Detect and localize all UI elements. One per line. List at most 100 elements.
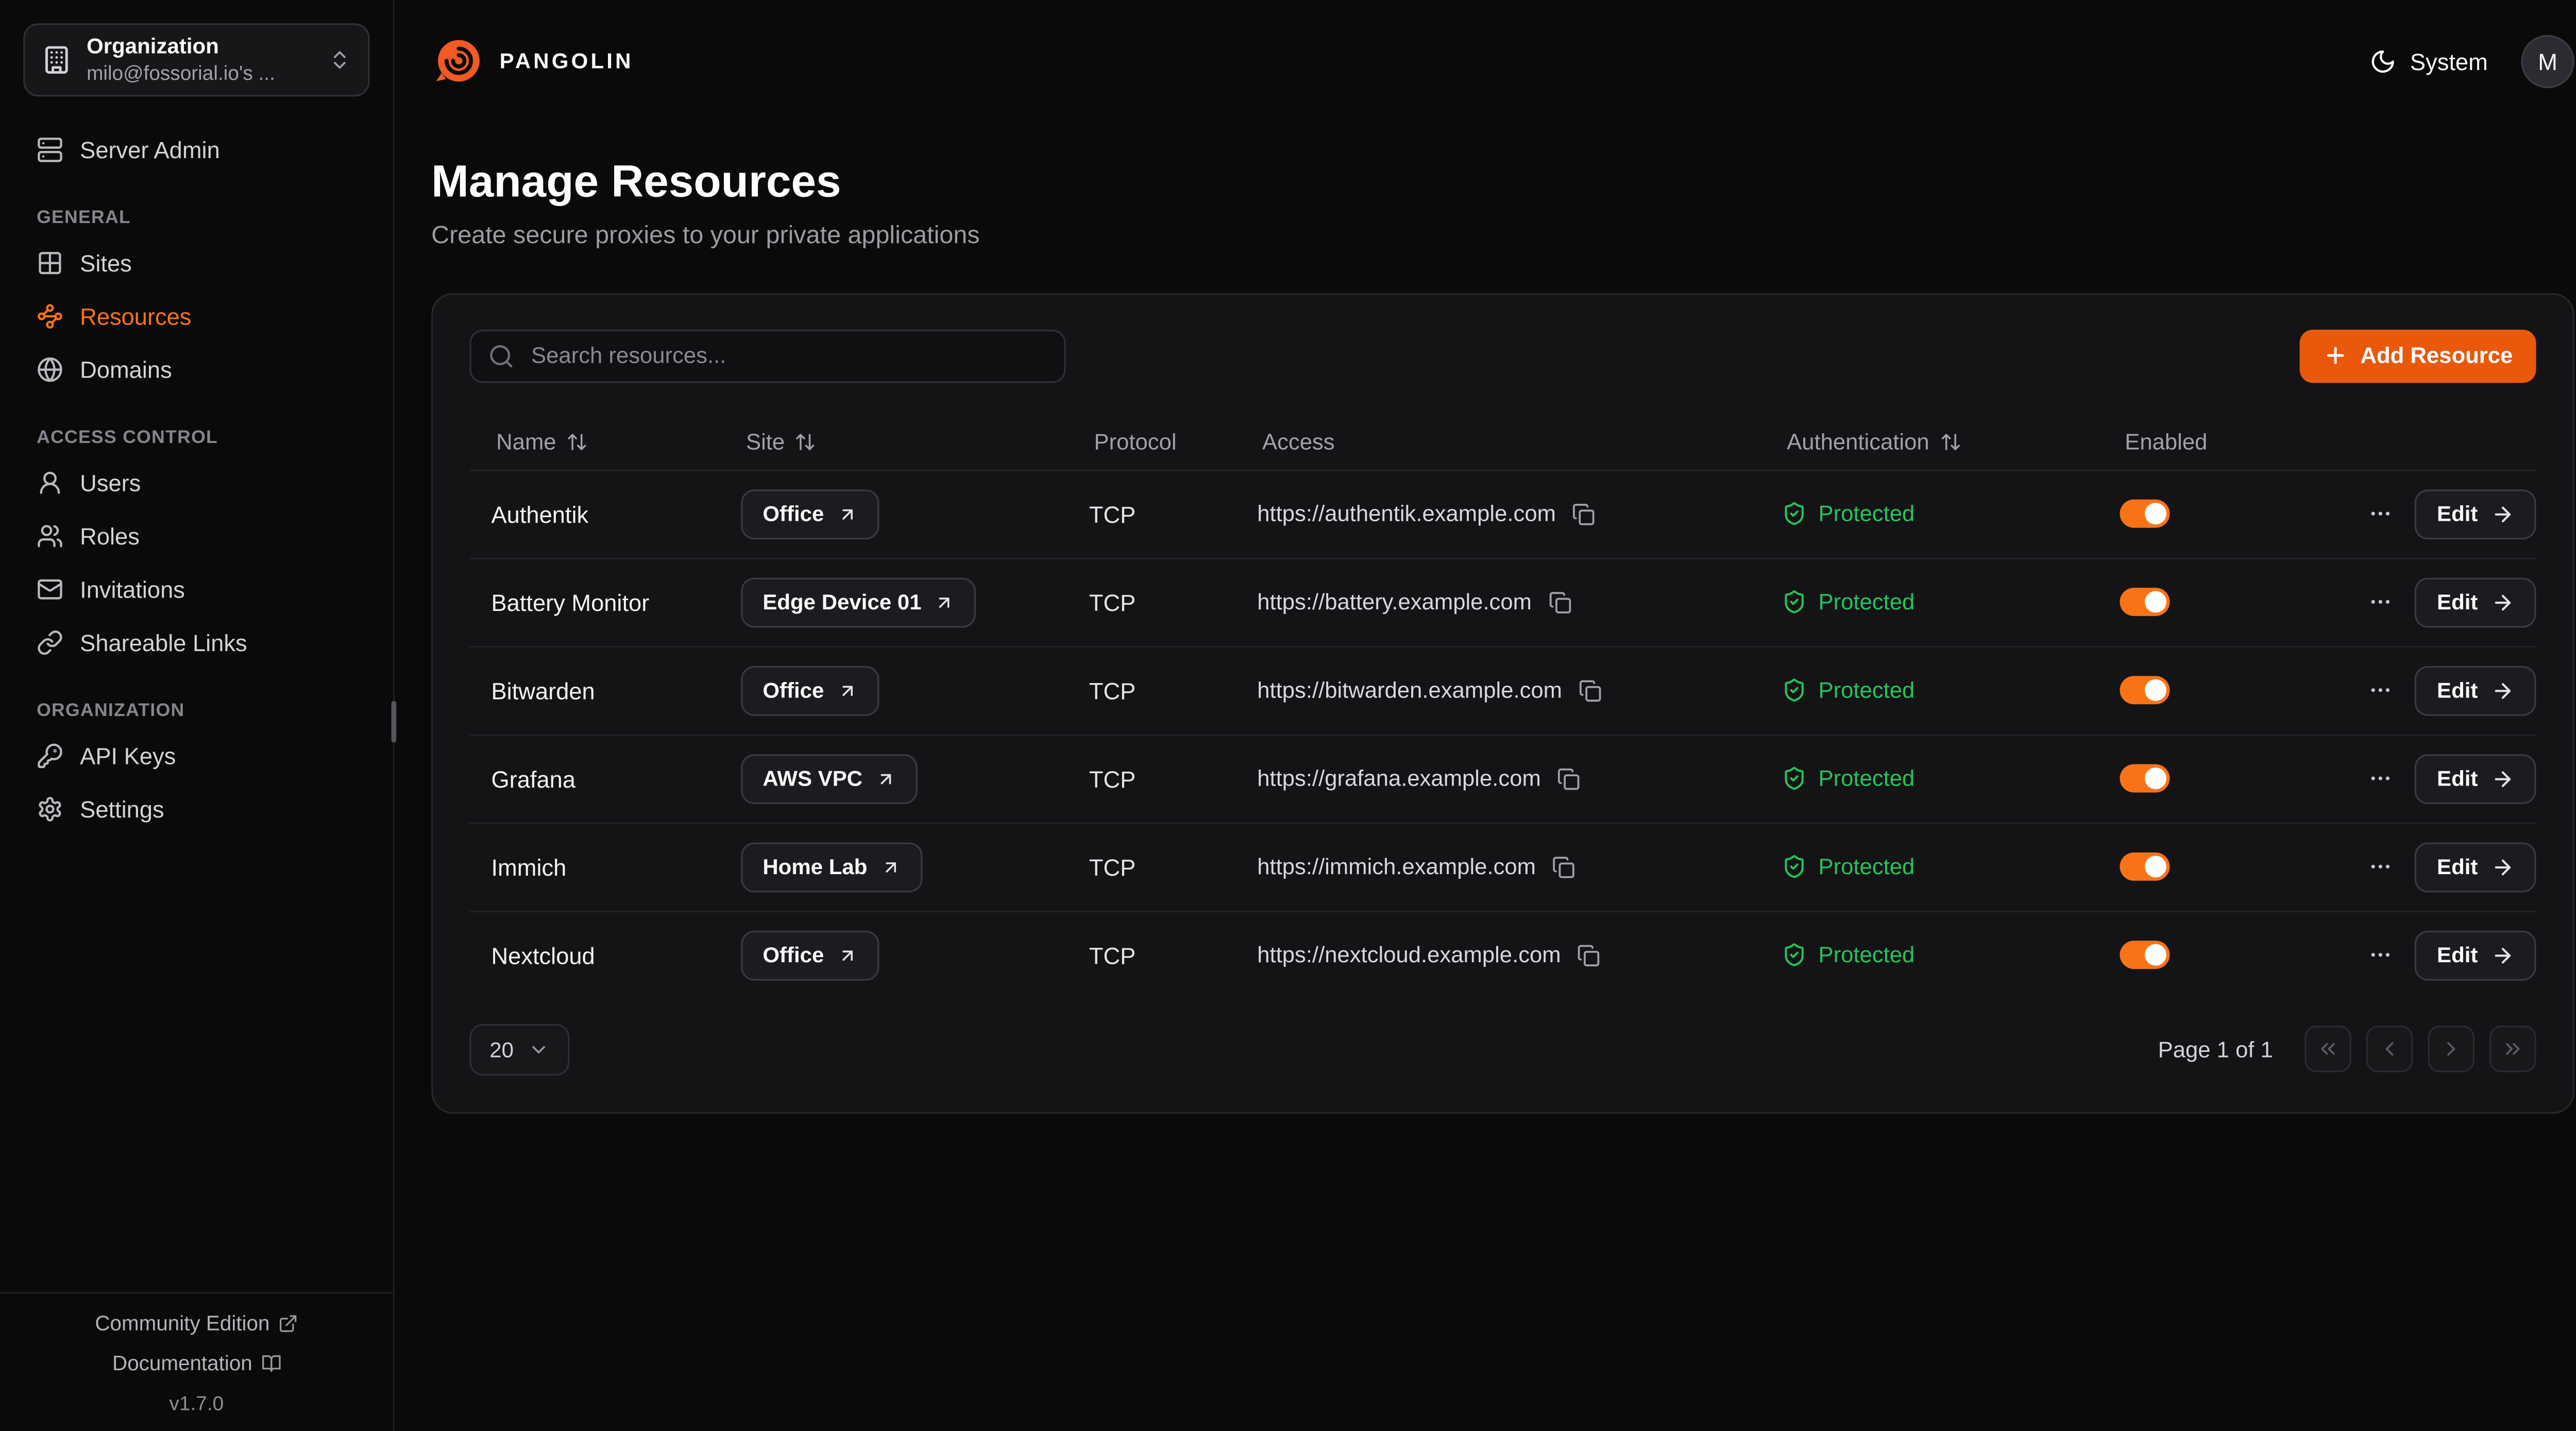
arrow-right-icon: [2491, 502, 2514, 525]
auth-badge: Protected: [1760, 678, 2098, 703]
sidebar-resize-handle[interactable]: [391, 701, 397, 743]
site-link-button[interactable]: Edge Device 01: [741, 577, 977, 627]
site-name: Home Lab: [762, 854, 868, 880]
toggle-knob: [2145, 503, 2167, 525]
more-actions-button[interactable]: [2362, 590, 2399, 615]
globe-icon: [37, 356, 63, 383]
sidebar-item-roles[interactable]: Roles: [23, 509, 369, 563]
site-name: Office: [762, 501, 824, 526]
more-actions-button[interactable]: [2362, 678, 2399, 703]
sidebar-item-server-admin[interactable]: Server Admin: [23, 123, 369, 176]
copy-icon[interactable]: [1579, 679, 1602, 702]
column-header-enabled: Enabled: [2098, 430, 2332, 454]
site-link-button[interactable]: AWS VPC: [741, 754, 918, 804]
auth-status: Protected: [1818, 854, 1915, 880]
chevron-right-icon: [2439, 1037, 2463, 1061]
community-edition-link[interactable]: Community Edition: [95, 1311, 298, 1335]
sidebar-item-label: Sites: [80, 249, 132, 277]
previous-page-button[interactable]: [2366, 1026, 2413, 1073]
users-icon: [37, 523, 63, 550]
resources-icon: [37, 303, 63, 330]
sort-header-site[interactable]: Site: [746, 430, 817, 455]
sidebar-item-users[interactable]: Users: [23, 456, 369, 509]
resource-name: Grafana: [491, 765, 576, 792]
copy-icon[interactable]: [1578, 944, 1601, 967]
auth-badge: Protected: [1760, 855, 2098, 879]
book-icon: [261, 1353, 281, 1373]
search-input[interactable]: [528, 342, 1048, 370]
more-actions-button[interactable]: [2362, 501, 2399, 526]
copy-icon[interactable]: [1557, 767, 1581, 790]
edit-button[interactable]: Edit: [2415, 489, 2536, 539]
copy-icon[interactable]: [1548, 590, 1571, 614]
more-actions-button[interactable]: [2362, 766, 2399, 791]
column-label: Name: [496, 430, 556, 455]
add-resource-button[interactable]: Add Resource: [2300, 329, 2536, 383]
gear-icon: [37, 796, 63, 823]
sort-header-name[interactable]: Name: [496, 430, 588, 455]
edit-button[interactable]: Edit: [2415, 930, 2536, 980]
edit-button[interactable]: Edit: [2415, 754, 2536, 804]
edit-label: Edit: [2437, 589, 2478, 615]
server-icon: [37, 137, 63, 163]
enabled-toggle[interactable]: [2120, 588, 2170, 617]
brand-name: PANGOLIN: [499, 48, 634, 74]
edit-button[interactable]: Edit: [2415, 665, 2536, 716]
site-link-button[interactable]: Home Lab: [741, 842, 923, 892]
site-link-button[interactable]: Office: [741, 665, 879, 716]
moon-icon: [2370, 47, 2397, 74]
sidebar-item-domains[interactable]: Domains: [23, 343, 369, 396]
documentation-link[interactable]: Documentation: [112, 1351, 281, 1374]
sidebar-item-settings[interactable]: Settings: [23, 782, 369, 836]
site-link-button[interactable]: Office: [741, 930, 879, 980]
sidebar-item-invitations[interactable]: Invitations: [23, 563, 369, 616]
page-size-select[interactable]: 20: [469, 1023, 570, 1075]
table-row: Authentik Office TCP https://authentik.e…: [469, 469, 2536, 557]
sort-header-authentication[interactable]: Authentication: [1787, 430, 1961, 455]
page-info: Page 1 of 1: [2158, 1036, 2273, 1062]
shield-check-icon: [1782, 855, 1806, 879]
sidebar-item-resources[interactable]: Resources: [23, 289, 369, 343]
external-link-icon: [278, 1313, 298, 1333]
section-label-organization: ORGANIZATION: [37, 701, 185, 721]
sort-icon: [795, 432, 817, 453]
copy-icon[interactable]: [1552, 855, 1575, 878]
site-link-button[interactable]: Office: [741, 489, 879, 539]
organization-picker[interactable]: Organization milo@fossorial.io's ...: [23, 23, 370, 97]
resource-name: Authentik: [491, 500, 589, 527]
theme-selector-button[interactable]: System: [2370, 47, 2488, 74]
table-header: Name Site Protocol Access: [469, 416, 2536, 469]
enabled-toggle[interactable]: [2120, 500, 2170, 529]
edit-label: Edit: [2437, 854, 2478, 880]
chevrons-left-icon: [2316, 1037, 2340, 1061]
shield-check-icon: [1782, 678, 1806, 703]
plus-icon: [2324, 343, 2348, 368]
last-page-button[interactable]: [2489, 1026, 2536, 1073]
next-page-button[interactable]: [2428, 1026, 2475, 1073]
sidebar-item-sites[interactable]: Sites: [23, 236, 369, 289]
building-icon: [42, 45, 72, 75]
edit-button[interactable]: Edit: [2415, 577, 2536, 627]
copy-icon[interactable]: [1572, 502, 1596, 525]
avatar[interactable]: M: [2521, 34, 2574, 88]
ellipsis-icon: [2368, 943, 2393, 967]
auth-status: Protected: [1818, 501, 1915, 526]
enabled-toggle[interactable]: [2120, 941, 2170, 969]
version-label: v1.7.0: [169, 1391, 224, 1415]
edit-label: Edit: [2437, 678, 2478, 703]
sidebar-item-api-keys[interactable]: API Keys: [23, 729, 369, 782]
brand: PANGOLIN: [431, 34, 634, 87]
protocol: TCP: [1089, 589, 1136, 616]
more-actions-button[interactable]: [2362, 943, 2399, 967]
enabled-toggle[interactable]: [2120, 676, 2170, 705]
edit-button[interactable]: Edit: [2415, 842, 2536, 892]
enabled-toggle[interactable]: [2120, 853, 2170, 881]
enabled-toggle[interactable]: [2120, 764, 2170, 793]
sidebar-item-shareable-links[interactable]: Shareable Links: [23, 616, 369, 669]
auth-status: Protected: [1818, 766, 1915, 791]
sidebar-item-label: Resources: [80, 303, 192, 330]
first-page-button[interactable]: [2304, 1026, 2351, 1073]
site-name: Edge Device 01: [762, 589, 922, 615]
link-icon: [37, 629, 63, 656]
more-actions-button[interactable]: [2362, 855, 2399, 879]
